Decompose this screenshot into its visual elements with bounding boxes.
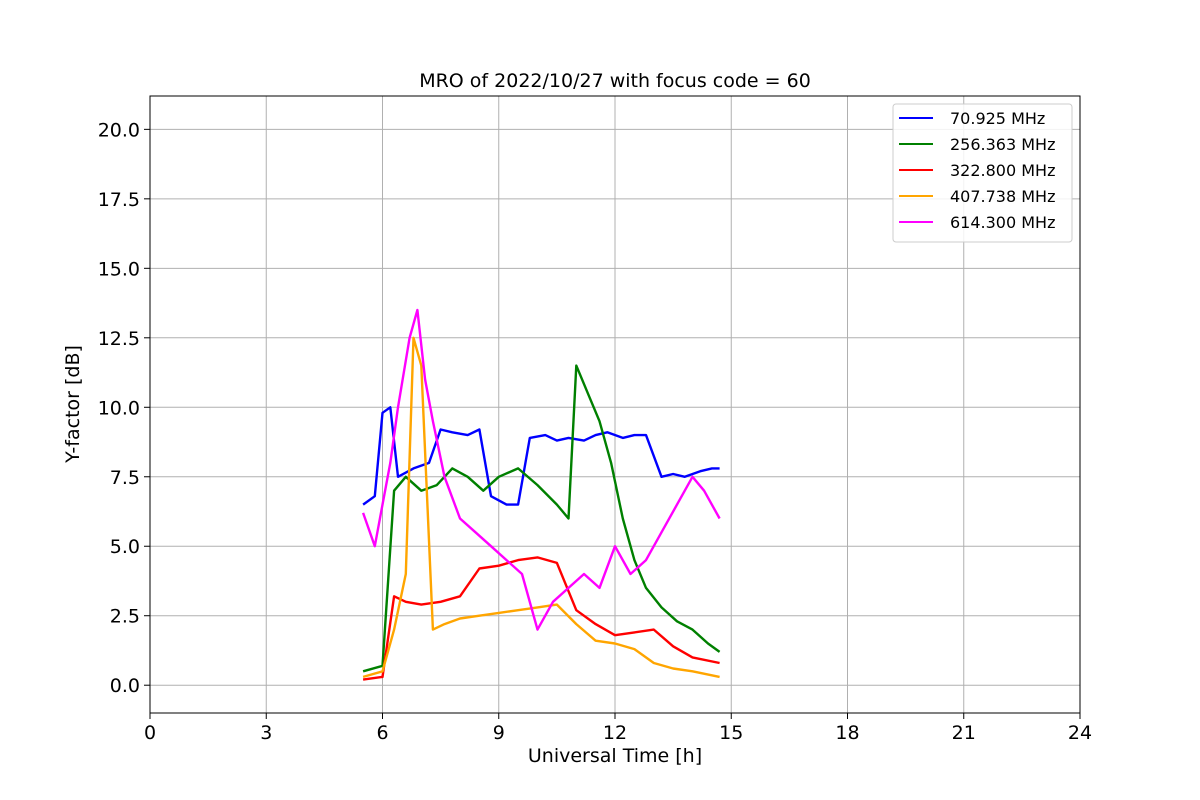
x-tick-label: 21 xyxy=(952,722,976,744)
x-axis-label: Universal Time [h] xyxy=(528,745,702,767)
y-axis-label: Y-factor [dB] xyxy=(62,345,84,464)
y-tick-label: 0.0 xyxy=(110,675,140,697)
series-line-1 xyxy=(362,364,721,673)
series-lines xyxy=(361,308,721,681)
legend-label: 614.300 MHz xyxy=(950,213,1055,232)
y-tick-label: 7.5 xyxy=(110,467,140,489)
x-tick-label: 6 xyxy=(376,722,388,744)
x-tick-label: 9 xyxy=(493,722,505,744)
legend-label: 70.925 MHz xyxy=(950,109,1045,128)
legend: 70.925 MHz 256.363 MHz 322.800 MHz 407.738 … xyxy=(892,103,1073,243)
x-tick-label: 24 xyxy=(1068,722,1092,744)
legend-label: 322.800 MHz xyxy=(950,161,1055,180)
chart-title: MRO of 2022/10/27 with focus code = 60 xyxy=(419,70,811,92)
series-line-4 xyxy=(361,308,721,631)
y-tick-label: 12.5 xyxy=(98,328,140,350)
legend-label: 256.363 MHz xyxy=(950,135,1055,154)
x-tick-label: 15 xyxy=(719,722,743,744)
y-tick-label: 15.0 xyxy=(98,258,140,280)
y-tick-label: 10.0 xyxy=(98,397,140,419)
x-tick-label: 18 xyxy=(835,722,859,744)
series-line-2 xyxy=(362,556,720,681)
y-tick-label: 2.5 xyxy=(110,606,140,628)
legend-label: 407.738 MHz xyxy=(950,187,1055,206)
series-line-3 xyxy=(362,336,720,679)
series-line-0 xyxy=(362,406,720,506)
y-tick-label: 5.0 xyxy=(110,536,140,558)
ticks: 0 3 6 9 12 15 18 21 24 0.0 2.5 5.0 7.5 10.0 12.5 15.0 17… xyxy=(98,119,1092,744)
y-tick-label: 20.0 xyxy=(98,119,140,141)
y-tick-label: 17.5 xyxy=(98,189,140,211)
x-tick-label: 12 xyxy=(603,722,627,744)
x-tick-label: 3 xyxy=(260,722,272,744)
x-tick-label: 0 xyxy=(144,722,156,744)
legend-box xyxy=(892,103,1073,243)
